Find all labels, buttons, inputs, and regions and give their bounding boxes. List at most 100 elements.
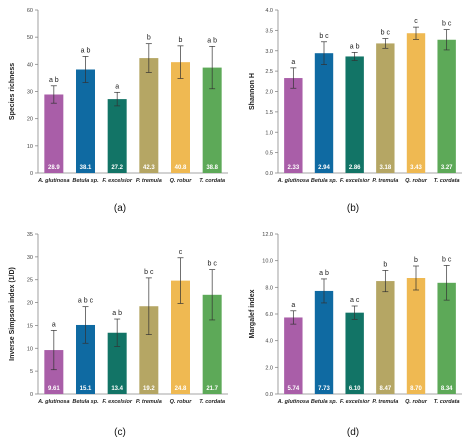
y-tick-label: 40 bbox=[27, 62, 33, 68]
bar-3 bbox=[345, 312, 364, 394]
x-tick-label: Q. robur bbox=[170, 399, 193, 405]
bar-value-label: 6.10 bbox=[349, 386, 361, 392]
significance-letter: b bbox=[414, 257, 418, 264]
panel-label: (b) bbox=[347, 203, 359, 214]
x-tick-label: P. tremula bbox=[136, 178, 162, 184]
y-axis-label: Margalef index bbox=[249, 289, 256, 338]
significance-letter: b c bbox=[144, 269, 154, 276]
y-axis-label: Inverse Simpson index (1/D) bbox=[9, 267, 16, 361]
y-tick-label: 25 bbox=[27, 278, 33, 284]
significance-letter: b c bbox=[319, 33, 329, 40]
panel-label: (a) bbox=[114, 203, 126, 214]
bar-value-label: 3.43 bbox=[410, 165, 422, 171]
bar-value-label: 8.70 bbox=[410, 386, 422, 392]
significance-letter: c bbox=[414, 18, 418, 25]
panel-label: (d) bbox=[347, 427, 359, 438]
significance-letter: b bbox=[179, 37, 183, 44]
bar-2 bbox=[76, 69, 95, 173]
significance-letter: b bbox=[147, 35, 151, 42]
y-tick-label: 50 bbox=[27, 35, 33, 41]
x-tick-label: F. excelsior bbox=[340, 178, 371, 184]
bar-6 bbox=[202, 294, 222, 394]
bar-3 bbox=[107, 99, 127, 173]
y-tick-label: 6.0 bbox=[265, 312, 273, 318]
y-axis-label: Species richness bbox=[9, 63, 16, 120]
y-tick-label: 10 bbox=[27, 144, 33, 150]
y-tick-label: 0.0 bbox=[265, 171, 273, 177]
significance-letter: a bbox=[52, 321, 56, 328]
y-tick-label: 20 bbox=[27, 117, 33, 123]
x-tick-label: A. glutinosa bbox=[37, 399, 69, 405]
bar-5 bbox=[171, 62, 190, 173]
bar-value-label: 38.8 bbox=[206, 165, 218, 171]
significance-letter: a b bbox=[350, 43, 360, 50]
y-tick-label: 2.5 bbox=[265, 69, 273, 75]
y-tick-label: 4.0 bbox=[265, 8, 273, 14]
x-tick-label: T. cordata bbox=[434, 399, 460, 405]
x-tick-label: F. excelsior bbox=[102, 399, 133, 405]
bar-6 bbox=[202, 67, 222, 173]
y-tick-label: 20 bbox=[27, 301, 33, 307]
bar-value-label: 9.61 bbox=[48, 386, 60, 392]
bar-2 bbox=[314, 290, 334, 394]
y-tick-label: 10 bbox=[27, 346, 33, 352]
x-tick-label: Betula sp. bbox=[311, 399, 338, 405]
bar-4 bbox=[376, 281, 395, 394]
bar-4 bbox=[376, 43, 395, 173]
y-tick-label: 2.0 bbox=[265, 90, 273, 96]
x-tick-label: P. tremula bbox=[372, 399, 398, 405]
bar-3 bbox=[107, 332, 127, 394]
bar-6 bbox=[437, 39, 456, 174]
bar-value-label: 13.4 bbox=[111, 386, 123, 392]
bar-value-label: 7.73 bbox=[318, 386, 330, 392]
x-tick-label: T. cordata bbox=[199, 399, 225, 405]
bar-2 bbox=[314, 53, 334, 173]
bar-5 bbox=[406, 278, 426, 394]
x-tick-label: A. glutinosa bbox=[277, 399, 309, 405]
y-tick-label: 30 bbox=[27, 90, 33, 96]
bar-1 bbox=[284, 317, 303, 394]
bar-5 bbox=[406, 33, 426, 173]
x-tick-label: F. excelsior bbox=[102, 178, 133, 184]
bar-value-label: 27.2 bbox=[111, 165, 123, 171]
x-tick-label: A. glutinosa bbox=[277, 178, 309, 184]
bar-value-label: 38.1 bbox=[80, 165, 92, 171]
significance-letter: a c bbox=[350, 297, 360, 304]
y-tick-label: 12.0 bbox=[262, 232, 273, 238]
bar-1 bbox=[44, 94, 64, 173]
bar-value-label: 24.8 bbox=[175, 386, 187, 392]
significance-letter: a bbox=[291, 59, 295, 66]
y-tick-label: 15 bbox=[27, 323, 33, 329]
significance-letter: c bbox=[179, 249, 183, 256]
significance-letter: b c bbox=[442, 256, 452, 263]
bar-value-label: 8.47 bbox=[379, 386, 391, 392]
x-tick-label: T. cordata bbox=[199, 178, 225, 184]
bar-2 bbox=[76, 324, 95, 394]
y-tick-label: 4.0 bbox=[265, 339, 273, 345]
significance-letter: b c bbox=[207, 261, 217, 268]
x-tick-label: Q. robur bbox=[170, 178, 193, 184]
significance-letter: a bbox=[291, 302, 295, 309]
panel-label: (c) bbox=[114, 427, 126, 438]
bar-5 bbox=[171, 280, 190, 394]
significance-letter: a b bbox=[49, 77, 59, 84]
bar-value-label: 2.94 bbox=[318, 165, 330, 171]
bar-6 bbox=[437, 282, 456, 394]
bar-value-label: 2.86 bbox=[349, 165, 361, 171]
significance-letter: b c bbox=[442, 21, 452, 28]
bar-value-label: 3.27 bbox=[441, 165, 453, 171]
y-axis-label: Shannon H bbox=[249, 73, 256, 110]
x-tick-label: T. cordata bbox=[434, 178, 460, 184]
y-tick-label: 3.5 bbox=[265, 28, 273, 34]
bar-value-label: 3.18 bbox=[379, 165, 391, 171]
y-tick-label: 60 bbox=[27, 8, 33, 14]
x-tick-label: Betula sp. bbox=[72, 399, 99, 405]
significance-letter: a b bbox=[112, 310, 122, 317]
y-tick-label: 35 bbox=[27, 232, 33, 238]
x-tick-label: Betula sp. bbox=[311, 178, 338, 184]
bar-1 bbox=[44, 350, 64, 394]
x-tick-label: A. glutinosa bbox=[37, 178, 69, 184]
y-tick-label: 0 bbox=[30, 392, 33, 398]
y-tick-label: 8.0 bbox=[265, 285, 273, 291]
significance-letter: b bbox=[383, 261, 387, 268]
